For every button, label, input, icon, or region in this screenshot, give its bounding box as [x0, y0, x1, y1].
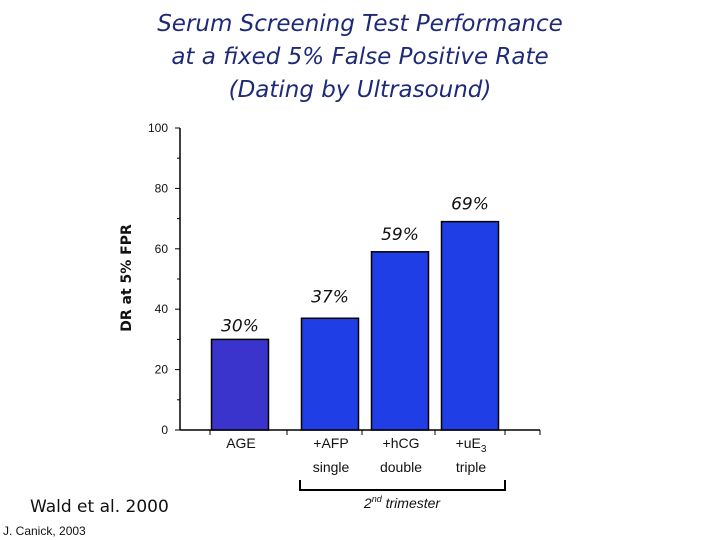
- chart-title: Serum Screening Test Performance at a fi…: [0, 8, 720, 107]
- data-label: 37%: [311, 287, 349, 307]
- group-label-ordinal: nd: [372, 494, 383, 504]
- data-label: 30%: [221, 316, 259, 336]
- group-label: 2nd trimester: [363, 494, 441, 511]
- category-sublabel: single: [313, 459, 350, 475]
- study-citation: Wald et al. 2000: [30, 497, 169, 517]
- category-label: +uE3: [456, 435, 487, 455]
- author-credit: J. Canick, 2003: [3, 524, 86, 538]
- y-tick-label: 100: [148, 121, 168, 135]
- bar: [370, 251, 430, 431]
- y-tick-label: 40: [155, 302, 169, 316]
- bar: [210, 338, 270, 431]
- group-bracket: [299, 480, 506, 491]
- data-label: 59%: [381, 225, 419, 245]
- category-label: +hCG: [383, 435, 420, 451]
- category-label: AGE: [226, 435, 256, 451]
- category-subscript: 3: [481, 444, 487, 455]
- title-line-3: (Dating by Ultrasound): [228, 77, 492, 103]
- data-label: 69%: [451, 195, 489, 215]
- y-tick-label: 60: [155, 242, 169, 256]
- group-label-text: trimester: [382, 495, 442, 511]
- title-line-1: Serum Screening Test Performance: [157, 11, 563, 37]
- y-tick-label: 80: [155, 181, 169, 195]
- y-axis-label: DR at 5% FPR: [119, 224, 135, 332]
- title-line-2: at a fixed 5% False Positive Rate: [171, 44, 549, 70]
- bar: [300, 317, 360, 431]
- category-label: +AFP: [313, 435, 348, 451]
- category-sublabel: double: [380, 459, 422, 475]
- y-tick-label: 0: [161, 423, 168, 437]
- bar: [440, 220, 500, 431]
- y-tick-label: 20: [155, 363, 169, 377]
- category-sublabel: triple: [456, 459, 487, 475]
